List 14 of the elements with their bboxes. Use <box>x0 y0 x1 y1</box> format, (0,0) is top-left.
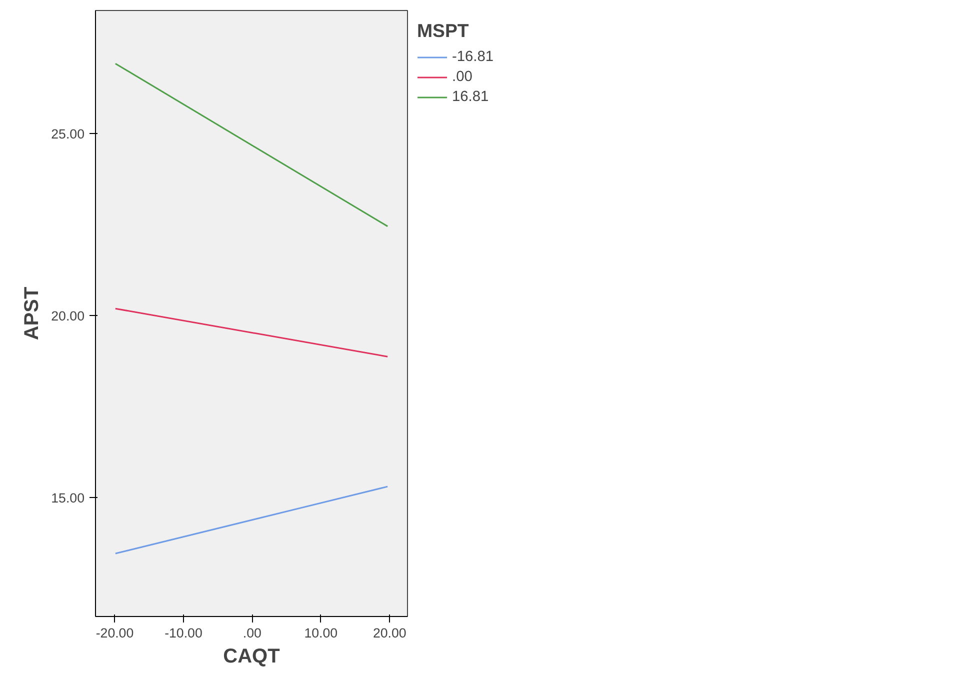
legend-title: MSPT <box>417 20 470 42</box>
y-tick-label: 15.00 <box>51 490 85 506</box>
y-tick-label: 25.00 <box>51 126 85 142</box>
legend-label: .00 <box>452 69 472 85</box>
legend-label: -16.81 <box>452 49 494 65</box>
x-tick-label: -20.00 <box>96 626 134 640</box>
legend-label: 16.81 <box>452 89 489 105</box>
x-tick-label: 20.00 <box>372 626 406 640</box>
x-tick-label: .00 <box>242 626 262 640</box>
y-axis-title: APST <box>21 286 44 340</box>
x-tick-label: 10.00 <box>304 626 338 640</box>
x-axis-title: CAQT <box>223 646 280 668</box>
x-tick-label: -10.00 <box>164 626 202 640</box>
y-tick-label: 20.00 <box>51 308 85 324</box>
